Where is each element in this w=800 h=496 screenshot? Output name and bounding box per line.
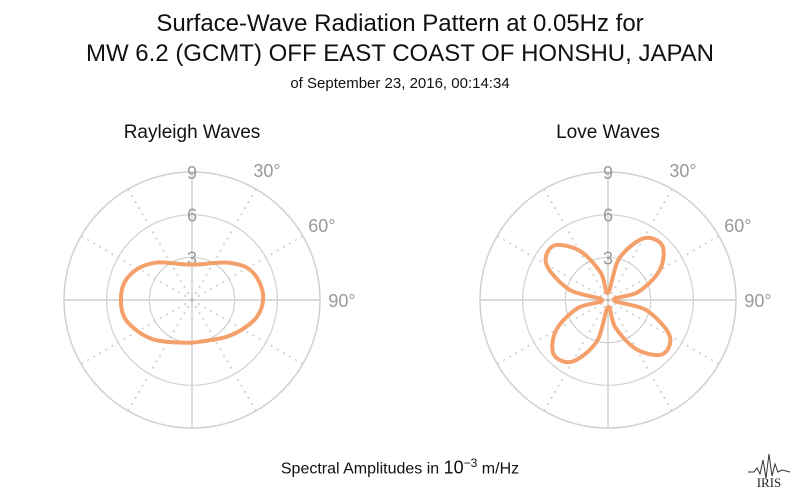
iris-logo-text: IRIS (757, 475, 782, 490)
polar-love-pattern-line (543, 235, 673, 365)
polar-rayleigh-radial-label-3: 3 (187, 248, 197, 268)
chart-title-line1: Surface-Wave Radiation Pattern at 0.05Hz… (156, 10, 644, 37)
polar-rayleigh-spoke-330 (127, 188, 193, 301)
footer-unit: m/Hz (477, 460, 520, 478)
polar-rayleigh-spoke-210 (127, 299, 193, 412)
footer-exponent: −3 (463, 456, 478, 470)
polar-rayleigh-angle-label-30: 30° (253, 161, 280, 181)
polar-love-radial-label-9: 9 (603, 163, 613, 183)
polar-love-spoke-240 (496, 299, 609, 365)
polar-love-radial-label-3: 3 (603, 248, 613, 268)
chart-subtitle: of September 23, 2016, 00:14:34 (290, 75, 510, 92)
polar-love-title: Love Waves (556, 122, 660, 143)
polar-love-spoke-300 (496, 235, 609, 301)
polar-rayleigh-spoke-30 (191, 188, 257, 301)
polar-love-center-dot (606, 298, 610, 302)
polar-love-angle-label-90: 90° (744, 291, 771, 311)
polar-love-radial-label-6: 6 (603, 206, 613, 226)
footer-prefix: Spectral Amplitudes in (280, 460, 444, 478)
polar-love-spoke-150 (607, 299, 673, 412)
polar-love-spoke-210 (543, 299, 609, 412)
polar-rayleigh-title: Rayleigh Waves (124, 122, 261, 143)
footer-units: Spectral Amplitudes in 10−3 m/Hz (0, 456, 800, 478)
polar-love-angle-label-30: 30° (669, 161, 696, 181)
footer-base: 10 (443, 457, 464, 478)
polar-love-spoke-120 (607, 299, 720, 365)
polar-rayleigh-angle-label-90: 90° (328, 291, 355, 311)
polar-rayleigh-spoke-120 (191, 299, 304, 365)
polar-love-spoke-330 (543, 188, 609, 301)
polar-rayleigh-angle-label-60: 60° (308, 216, 335, 236)
polar-rayleigh-pattern-line (118, 260, 266, 345)
polar-rayleigh-radial-label-9: 9 (187, 163, 197, 183)
chart-title-line2: MW 6.2 (GCMT) OFF EAST COAST OF HONSHU, … (85, 40, 715, 67)
polar-rayleigh-radial-label-6: 6 (187, 206, 197, 226)
polar-love-spoke-30 (607, 188, 673, 301)
polar-rayleigh-center-dot (190, 298, 194, 302)
iris-logo: IRIS (748, 453, 791, 490)
polar-love-angle-label-60: 60° (724, 216, 751, 236)
polar-love-spoke-60 (607, 235, 720, 301)
polar-rayleigh-spoke-150 (191, 299, 257, 412)
